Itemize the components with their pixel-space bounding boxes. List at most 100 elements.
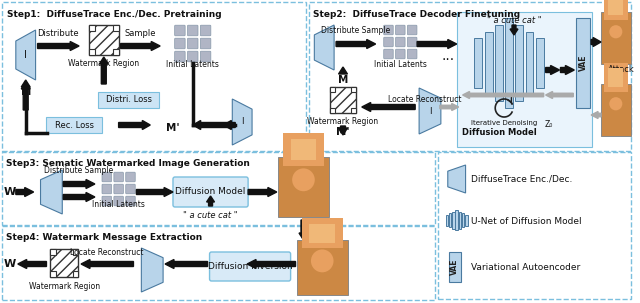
FancyBboxPatch shape [173, 177, 248, 207]
Circle shape [311, 249, 333, 272]
FancyBboxPatch shape [200, 38, 211, 49]
Bar [446, 215, 448, 225]
FancyBboxPatch shape [125, 184, 135, 194]
Bar [484, 32, 493, 95]
Bar [72, 271, 78, 277]
Polygon shape [561, 65, 574, 75]
Text: VAE: VAE [579, 55, 588, 71]
Polygon shape [136, 188, 173, 197]
Polygon shape [611, 68, 620, 82]
FancyBboxPatch shape [175, 51, 185, 62]
Polygon shape [223, 121, 236, 129]
Bar [604, 0, 628, 20]
FancyBboxPatch shape [384, 49, 393, 59]
FancyBboxPatch shape [188, 38, 198, 49]
Text: VAE: VAE [450, 259, 459, 275]
Text: W: W [4, 187, 16, 197]
FancyBboxPatch shape [114, 196, 124, 206]
Text: Locate Reconstruct: Locate Reconstruct [70, 248, 143, 257]
Polygon shape [339, 126, 348, 135]
Bar [296, 240, 348, 295]
FancyBboxPatch shape [408, 37, 417, 47]
Text: ···: ··· [441, 53, 454, 67]
Text: Distribute Sample: Distribute Sample [44, 166, 114, 175]
Text: M': M' [336, 127, 350, 137]
Text: Initial Latents: Initial Latents [166, 60, 219, 69]
Bar [278, 157, 329, 217]
FancyBboxPatch shape [200, 25, 211, 36]
Bar [495, 25, 503, 101]
Bar [113, 49, 118, 55]
FancyBboxPatch shape [125, 196, 135, 206]
Circle shape [292, 168, 315, 191]
Bar [474, 38, 483, 88]
Text: M: M [20, 87, 31, 97]
Bar [505, 18, 513, 108]
FancyBboxPatch shape [114, 184, 124, 194]
Polygon shape [299, 220, 308, 240]
Bar [46, 117, 102, 133]
Bar [576, 18, 590, 108]
FancyBboxPatch shape [209, 252, 291, 281]
Polygon shape [38, 42, 79, 51]
Text: I: I [24, 50, 27, 60]
Polygon shape [165, 259, 207, 268]
Bar [465, 215, 468, 225]
Text: Step3: Sematic Watermarked Image Generation: Step3: Sematic Watermarked Image Generat… [6, 159, 250, 168]
FancyBboxPatch shape [188, 25, 198, 36]
FancyBboxPatch shape [175, 38, 185, 49]
FancyBboxPatch shape [408, 25, 417, 35]
Bar [98, 92, 159, 108]
Bar [515, 25, 524, 101]
Bar [449, 213, 451, 227]
Text: Sample: Sample [125, 29, 156, 38]
Bar [330, 87, 335, 92]
Polygon shape [448, 165, 465, 193]
FancyBboxPatch shape [102, 184, 111, 194]
Polygon shape [339, 67, 348, 74]
FancyBboxPatch shape [114, 172, 124, 182]
Text: Variational Autoencoder: Variational Autoencoder [470, 264, 580, 272]
Bar [2, 226, 435, 300]
Bar [2, 152, 435, 225]
Bar [457, 12, 592, 147]
Polygon shape [99, 57, 108, 84]
Circle shape [609, 97, 622, 110]
Polygon shape [21, 80, 30, 88]
Polygon shape [362, 102, 415, 112]
Text: " a cute cat ": " a cute cat " [183, 211, 238, 220]
Polygon shape [314, 25, 334, 70]
Polygon shape [21, 82, 30, 110]
Text: Diffusion Model: Diffusion Model [462, 128, 536, 137]
Polygon shape [207, 196, 214, 206]
Polygon shape [63, 192, 95, 201]
Bar [2, 2, 307, 151]
Bar [449, 252, 461, 282]
Polygon shape [18, 259, 47, 268]
Text: Watermark Region: Watermark Region [307, 117, 379, 126]
Bar [330, 108, 335, 113]
Polygon shape [16, 30, 36, 80]
Bar [309, 2, 630, 151]
Text: Watermark Region: Watermark Region [68, 59, 140, 68]
Bar [89, 25, 118, 55]
Polygon shape [417, 39, 457, 48]
FancyBboxPatch shape [188, 51, 198, 62]
FancyBboxPatch shape [384, 37, 393, 47]
Bar [72, 249, 78, 255]
Bar [309, 224, 335, 243]
Text: Step4: Watermark Message Extraction: Step4: Watermark Message Extraction [6, 233, 202, 242]
Text: M': M' [166, 123, 180, 133]
Bar [609, 0, 623, 15]
Polygon shape [510, 25, 518, 35]
Bar [604, 63, 628, 92]
Polygon shape [463, 92, 543, 98]
Bar [301, 218, 343, 248]
Bar [89, 25, 95, 31]
Text: Distribute: Distribute [38, 29, 79, 38]
Polygon shape [591, 112, 601, 118]
Bar [51, 271, 56, 277]
Polygon shape [81, 259, 134, 268]
Polygon shape [591, 38, 601, 46]
Text: Watermark Region: Watermark Region [29, 282, 100, 291]
